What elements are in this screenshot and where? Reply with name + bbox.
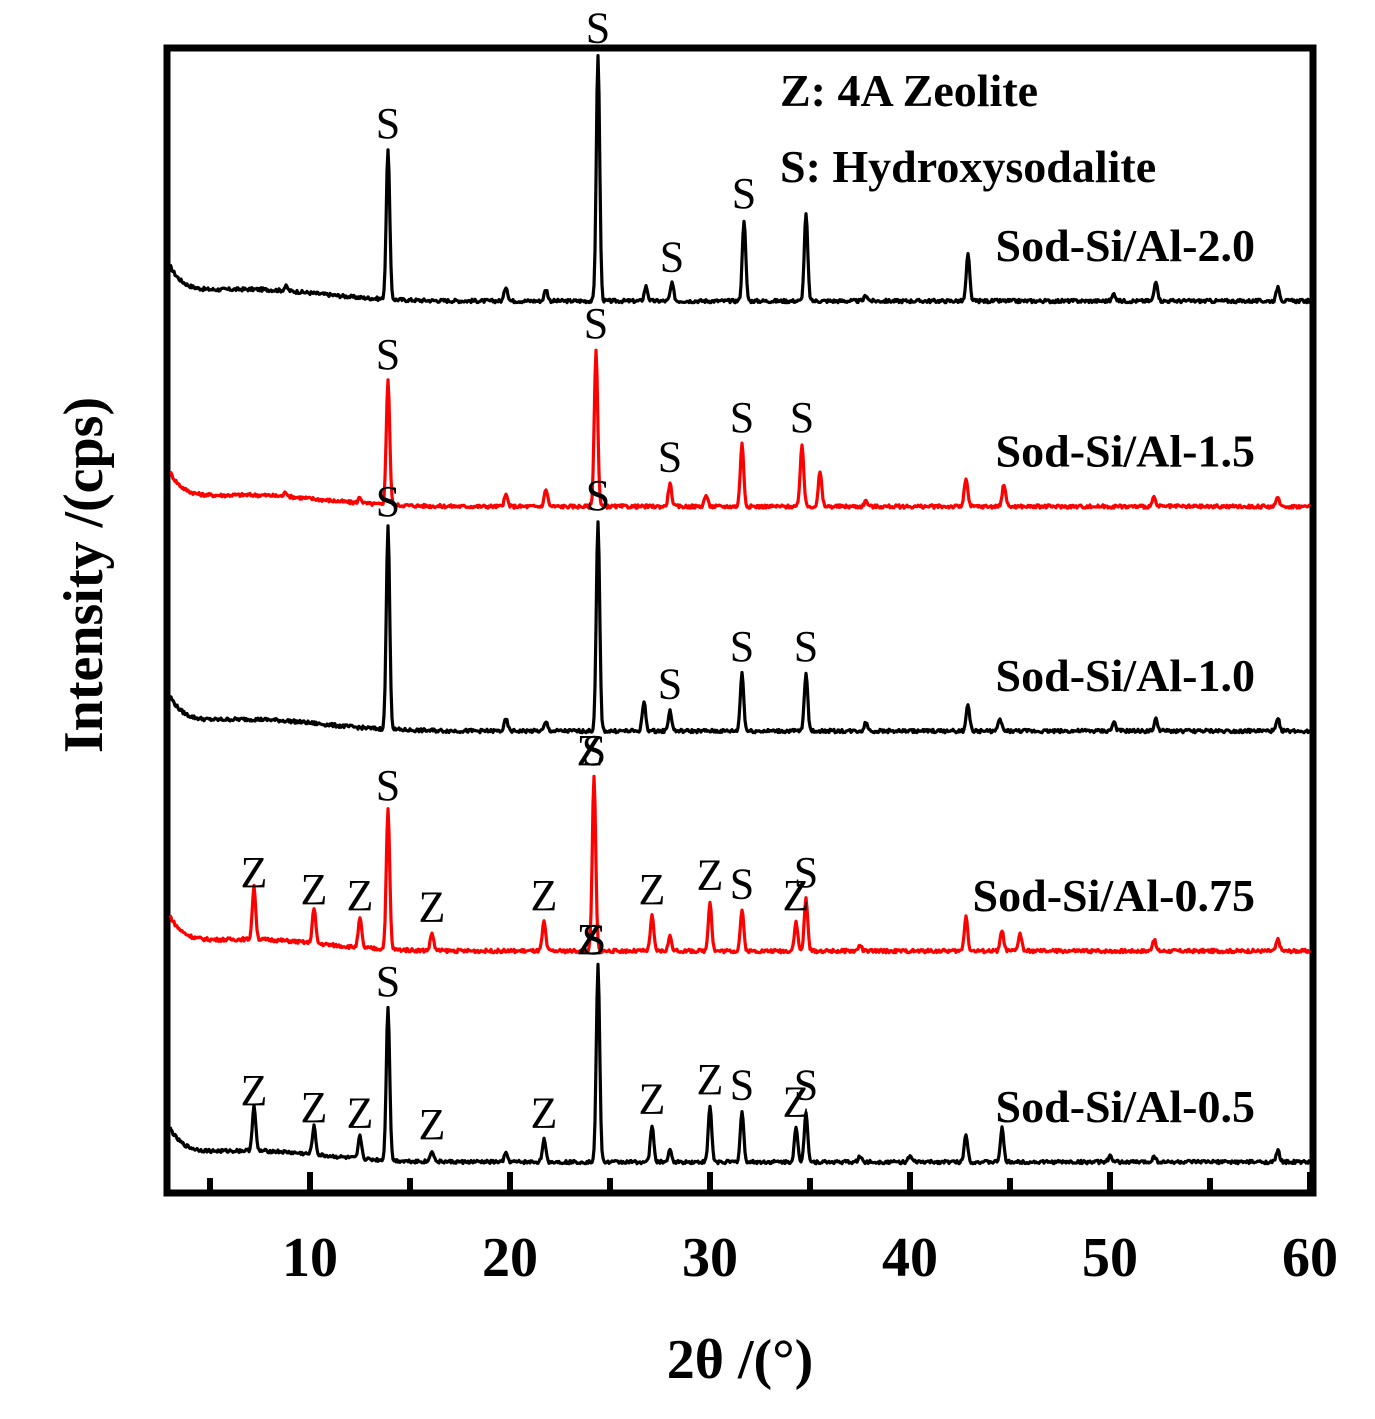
series-line	[168, 774, 1312, 955]
x-tick-label: 20	[482, 1227, 538, 1289]
peak-label: S	[790, 393, 814, 442]
y-axis-title: Intensity /(cps)	[53, 397, 115, 753]
peak-label: Z	[783, 1077, 810, 1126]
peak-label: Z	[639, 865, 666, 914]
peak-label: Z	[783, 871, 810, 920]
x-tick-label: 50	[1082, 1227, 1138, 1289]
series-line	[169, 520, 1312, 735]
x-axis-ticks: 10 20 30 40 50 60	[207, 1172, 1338, 1289]
peak-label: S	[730, 622, 754, 671]
peak-label: Z	[419, 883, 446, 932]
x-tick-label: 30	[682, 1227, 738, 1289]
peak-label: Z	[577, 915, 604, 964]
x-tick-label: 10	[282, 1227, 338, 1289]
series-label: Sod-Si/Al-1.5	[996, 426, 1255, 477]
peak-label: Z	[531, 871, 558, 920]
x-tick-label: 40	[882, 1227, 938, 1289]
peak-label: S	[584, 299, 608, 348]
series-line	[168, 54, 1312, 305]
peak-label: S	[582, 726, 606, 775]
peak-label: Z	[697, 1055, 724, 1104]
peak-label: S	[658, 660, 682, 709]
x-tick-label: 60	[1282, 1227, 1338, 1289]
peak-label: S	[794, 848, 818, 897]
peak-label: S	[794, 622, 818, 671]
peak-label: Z	[577, 726, 604, 775]
peak-label: S	[586, 4, 610, 53]
series-label: Sod-Si/Al-2.0	[996, 220, 1255, 271]
peak-label: Z	[347, 871, 374, 920]
peak-label: Z	[697, 851, 724, 900]
legend-entry-hydroxysodalite: S: Hydroxysodalite	[780, 141, 1156, 192]
x-axis-title: 2θ /(°)	[667, 1329, 813, 1391]
peak-label: Z	[301, 865, 328, 914]
peak-label: S	[586, 471, 610, 520]
peak-label: Z	[531, 1089, 558, 1138]
series-label: Sod-Si/Al-0.75	[973, 870, 1255, 921]
peak-label: S	[376, 477, 400, 526]
peak-label: Z	[639, 1075, 666, 1124]
peak-label: Z	[419, 1100, 446, 1149]
peak-label: S	[732, 169, 756, 218]
series-label: Sod-Si/Al-0.5	[996, 1081, 1255, 1132]
peak-label: S	[794, 1061, 818, 1110]
peak-label: S	[376, 99, 400, 148]
peak-label: S	[730, 1061, 754, 1110]
legend-entry-zeolite: Z: 4A Zeolite	[780, 65, 1038, 116]
plot-frame	[163, 44, 1317, 1197]
peak-label: S	[582, 915, 606, 964]
peak-label: Z	[301, 1083, 328, 1132]
series-traces	[168, 54, 1312, 1166]
series-label: Sod-Si/Al-1.0	[996, 650, 1255, 701]
peak-label: Z	[241, 848, 268, 897]
peak-label: S	[376, 957, 400, 1006]
peak-label: S	[660, 233, 684, 282]
series-line	[169, 348, 1312, 510]
peak-label: S	[730, 393, 754, 442]
peak-label: Z	[347, 1089, 374, 1138]
peak-label: S	[730, 859, 754, 908]
sample-labels: Sod-Si/Al-2.0 Sod-Si/Al-1.5 Sod-Si/Al-1.0 S…	[973, 220, 1255, 1132]
peak-label: S	[376, 761, 400, 810]
peak-label: S	[658, 433, 682, 482]
series-line	[168, 962, 1312, 1166]
peak-label: S	[376, 330, 400, 379]
peak-label: Z	[241, 1066, 268, 1115]
